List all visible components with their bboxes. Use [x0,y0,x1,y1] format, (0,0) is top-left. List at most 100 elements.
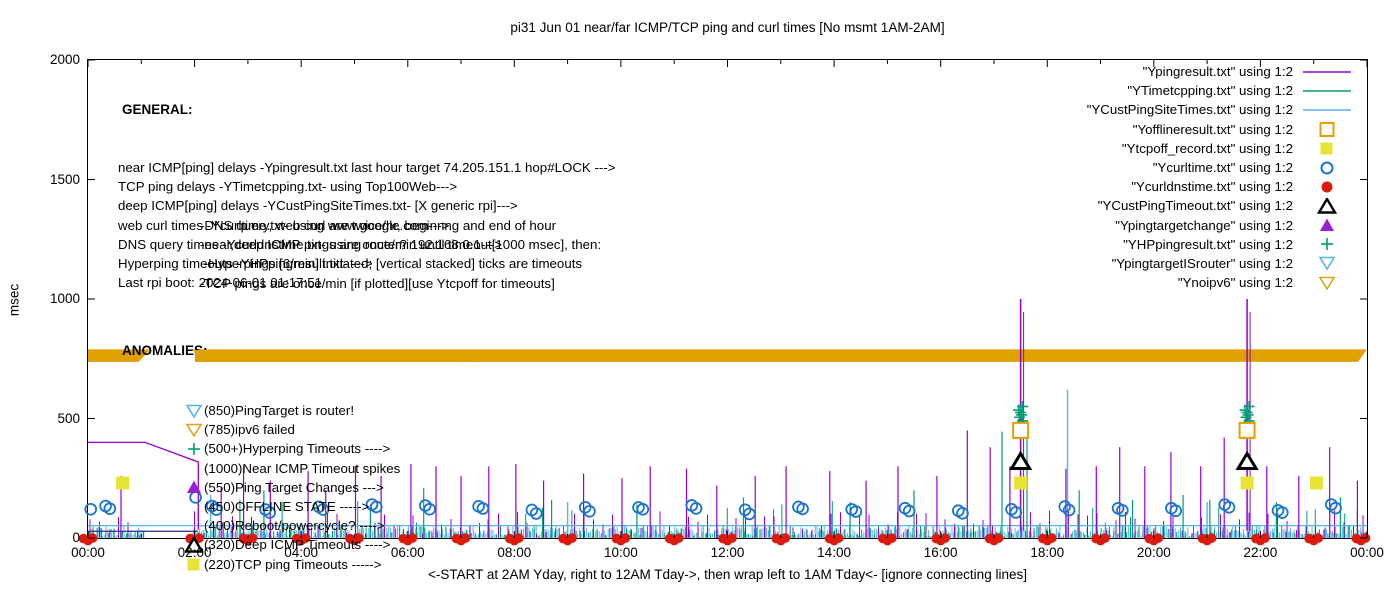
legend: "Ypingresult.txt" using 1:2 "YTimetcpping… [1087,62,1355,292]
legend-label: "Ypingresult.txt" using 1:2 [1142,64,1293,80]
anomaly-row: (400)Reboot/powercycle? ----> [185,516,400,535]
square-open-icon [1299,121,1355,138]
anomaly-row: (500+)Hyperping Timeouts ----> [185,439,400,458]
anomaly-text: (850)PingTarget is router! [204,403,355,419]
general-line: Last rpi boot: 2024-06-01 01:17:51 [118,275,323,291]
down-triangle-open-icon [185,403,204,419]
measurement-note-line: -Hyperpings [6/min] initiated; [vertical… [200,256,583,272]
y-tick-label: 0 [72,530,80,545]
down-triangle-open-icon [185,422,204,438]
anomaly-text: (500+)Hyperping Timeouts ----> [204,441,391,457]
x-tick-label: 06:00 [390,545,425,560]
y-axis-label: msec [6,283,22,317]
anomaly-row: (1000)Near ICMP Timeout spikes [185,459,400,478]
x-tick-label: 14:00 [817,545,851,560]
plot-canvas [78,59,1371,546]
noipv6-band-overlay [195,349,477,362]
x-tick-label: 00:00 [1350,545,1384,560]
legend-entry: "Ypingresult.txt" using 1:2 [1087,62,1355,81]
y-tick-label: 500 [57,410,80,426]
x-tick-label: 16:00 [923,545,958,560]
legend-line-sample [1299,64,1355,80]
legend-label: "YpingtargetISrouter" using 1:2 [1111,255,1293,271]
y-tick-label: 1500 [49,171,80,187]
x-tick-label: 02:00 [177,545,212,560]
anomaly-row: (450)OFFLINE STATE -----> [185,497,400,516]
legend-entry: "Ycurltime.txt" using 1:2 [1087,158,1355,177]
general-line: TCP ping delays -YTimetcpping.txt- using… [118,179,458,195]
anomaly-row: (550)Ping Target Changes ---> [185,478,400,497]
legend-label: "Yofflineresult.txt" using 1:2 [1132,121,1293,137]
legend-entry: "Ytcpoff_record.txt" using 1:2 [1087,139,1355,158]
legend-label: "Ycurldnstime.txt" using 1:2 [1131,179,1293,195]
x-tick-label: 22:00 [1243,545,1278,560]
anomaly-row: (320)Deep ICMP Timeouts ----> [185,535,400,554]
plot-area [78,59,1371,546]
anomaly-text: (400)Reboot/powercycle? ----> [204,518,385,534]
legend-label: "Ytcpoff_record.txt" using 1:2 [1121,140,1293,156]
legend-entry: "YTimetcpping.txt" using 1:2 [1087,81,1355,100]
anomaly-text: (1000)Near ICMP Timeout spikes [204,460,401,476]
legend-entry: "Yofflineresult.txt" using 1:2 [1087,120,1355,139]
plus-icon [185,441,204,457]
circle-filled-icon [1299,179,1355,195]
legend-label: "YCustPingTimeout.txt" using 1:2 [1097,198,1293,214]
up-triangle-filled-icon [1299,217,1355,233]
up-triangle-filled-icon [185,479,204,495]
x-tick-label: 18:00 [1030,545,1065,560]
up-triangle-open-icon [1299,196,1355,214]
general-lines: near ICMP[ping] delays -Ypingresult.txt … [118,158,616,292]
measurement-note-line: -TCP pings are once/min [if plotted][use… [200,275,555,291]
anomaly-text: (220)TCP ping Timeouts -----> [204,556,382,572]
legend-entry: "YHPpingresult.txt" using 1:2 [1087,235,1355,254]
legend-entry: "Ynoipv6" using 1:2 [1087,273,1355,292]
legend-label: "Ypingtargetchange" using 1:2 [1115,217,1293,233]
anomaly-rows: (850)PingTarget is router! (785)ipv6 fail… [185,401,400,574]
chart-title: pi31 Jun 01 near/far ICMP/TCP ping and c… [510,20,945,35]
empty-marker [185,499,204,515]
legend-line-sample [1299,83,1355,99]
measurement-note-line: -near,deep ICMP pings are once/min until… [200,237,602,253]
anomalies-annotation-block: ANOMALIES: (850)PingTarget is router! (78… [122,303,400,600]
legend-label: "Ynoipv6" using 1:2 [1177,275,1293,291]
y-tick-label: 1000 [49,291,80,306]
legend-label: "YHPpingresult.txt" using 1:2 [1123,236,1293,252]
legend-entry: "Ycurldnstime.txt" using 1:2 [1087,177,1355,196]
general-line: deep ICMP[ping] delays -YCustPingSiteTim… [118,198,518,214]
empty-marker [185,460,204,476]
legend-entry: "YCustPingTimeout.txt" using 1:2 [1087,196,1355,215]
x-tick-label: 20:00 [1136,545,1171,560]
legend-entry: "YpingtargetISrouter" using 1:2 [1087,254,1355,273]
legend-entry: "YCustPingSiteTimes.txt" using 1:2 [1087,100,1355,119]
general-annotation-block: GENERAL: near ICMP[ping] delays -Ypingre… [118,62,616,331]
down-triangle-open-icon [1299,255,1355,272]
plus-icon [1299,236,1355,252]
general-line: near ICMP[ping] delays -Ypingresult.txt … [118,160,616,176]
y-tick-label: 2000 [49,52,80,67]
up-triangle-open-icon [185,536,204,553]
legend-entry: "Ypingtargetchange" using 1:2 [1087,216,1355,235]
general-heading: GENERAL: [122,102,193,118]
x-tick-label: 00:00 [71,545,105,560]
circle-open-icon [1299,160,1355,176]
anomaly-row: (220)TCP ping Timeouts -----> [185,555,400,574]
x-tick-label: 04:00 [284,545,319,560]
legend-line-sample [1299,102,1355,118]
anomaly-row: (785)ipv6 failed [185,420,400,439]
legend-label: "YCustPingSiteTimes.txt" using 1:2 [1086,102,1293,118]
legend-label: "YTimetcpping.txt" using 1:2 [1127,83,1293,99]
general-line: DNS query times -Ycurldnstime.txt- using… [118,236,502,252]
general-line: Hyperping timeouts -YHPpingresult.txt- -… [118,256,373,272]
measurement-notes-block: -DNS query, web curl are twice/hr, begin… [200,216,601,293]
empty-marker [185,518,204,534]
measurement-note-line: -DNS query, web curl are twice/hr, begin… [200,218,557,233]
general-line: web curl times -Ycurltime.txt- using www… [118,217,450,233]
x-tick-label: 10:00 [604,545,638,560]
legend-label: "Ycurltime.txt" using 1:2 [1152,160,1293,176]
down-triangle-open-icon [1299,275,1355,291]
anomaly-text: (550)Ping Target Changes ---> [204,479,384,495]
anomaly-text: (450)OFFLINE STATE -----> [204,498,370,514]
anomaly-text: (320)Deep ICMP Timeouts ----> [204,537,391,553]
x-axis-label: <-START at 2AM Yday, right to 12AM Tday-… [428,567,1027,582]
